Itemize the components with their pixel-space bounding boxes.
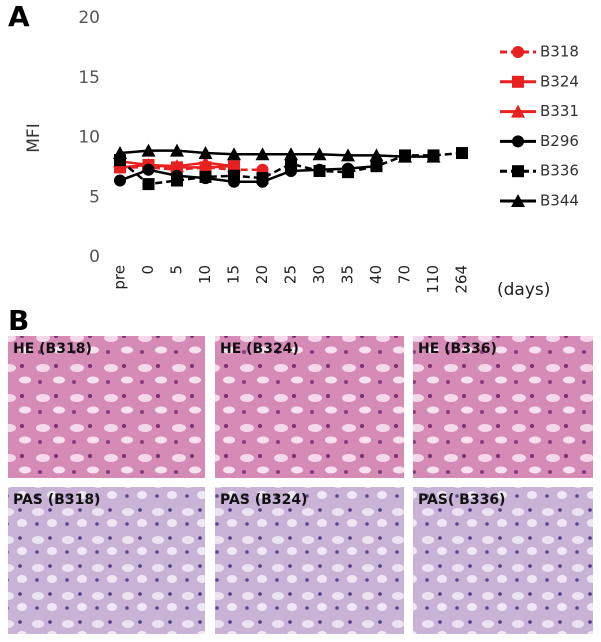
- marker: [170, 159, 184, 173]
- marker: [199, 170, 212, 183]
- marker: [456, 147, 468, 160]
- legend-label: B296: [540, 132, 579, 150]
- legend-marker: [512, 165, 524, 178]
- histology-image: [413, 336, 593, 478]
- x-tick-label: 264: [453, 265, 471, 294]
- x-tick-label: 5: [168, 265, 186, 275]
- histology-image: [8, 336, 205, 478]
- x-tick-label: 25: [282, 265, 300, 284]
- marker: [313, 164, 326, 177]
- histology-image: [413, 487, 593, 634]
- image-caption: HE (B336): [418, 341, 497, 357]
- legend-label: B324: [540, 72, 579, 90]
- series-line: [119, 164, 377, 183]
- marker: [369, 148, 384, 162]
- marker: [284, 147, 298, 161]
- marker: [227, 147, 241, 161]
- marker: [114, 174, 126, 187]
- legend-marker: [511, 104, 525, 118]
- y-tick-label: 15: [78, 68, 100, 88]
- marker: [198, 146, 213, 160]
- y-tick-label: 20: [78, 8, 100, 28]
- legend-marker: [511, 194, 525, 207]
- y-tick-label: 5: [89, 187, 100, 207]
- marker: [370, 160, 383, 173]
- panel-label: A: [8, 0, 30, 33]
- histology-image: [8, 487, 205, 634]
- marker: [255, 147, 270, 161]
- image-caption: HE (B324): [220, 341, 299, 357]
- legend-label: B336: [540, 162, 579, 180]
- image-caption: PAS( B336): [418, 492, 505, 508]
- marker: [141, 143, 156, 157]
- legend-label: B318: [540, 43, 579, 61]
- x-tick-label: 0: [139, 265, 157, 275]
- legend-label: B331: [540, 102, 579, 120]
- image-caption: HE (B318): [13, 341, 92, 357]
- x-tick-label: 10: [196, 265, 214, 284]
- x-tick-label: pre: [111, 265, 129, 290]
- x-tick-label: 30: [310, 265, 328, 284]
- legend-marker: [512, 46, 524, 58]
- y-axis-label: MFI: [24, 123, 44, 152]
- marker: [342, 166, 354, 179]
- x-tick-label: 15: [225, 265, 243, 284]
- legend-marker: [512, 75, 524, 88]
- marker: [426, 149, 441, 163]
- x-tick-label: 70: [396, 265, 414, 284]
- y-tick-label: 0: [89, 247, 100, 267]
- y-tick-label: 10: [78, 128, 100, 148]
- x-tick-label: 110: [424, 265, 442, 294]
- marker: [142, 178, 155, 191]
- x-tick-label: 20: [253, 265, 271, 284]
- histology-image: [215, 336, 404, 478]
- marker: [341, 148, 355, 162]
- marker: [170, 143, 184, 157]
- histology-image: [215, 487, 404, 634]
- legend-label: B344: [540, 192, 579, 210]
- marker: [285, 157, 297, 170]
- marker: [256, 172, 269, 185]
- image-caption: PAS (B318): [13, 492, 100, 508]
- marker: [227, 159, 241, 173]
- legend-marker: [512, 135, 524, 148]
- series-line: [119, 149, 434, 158]
- x-tick-label: 40: [367, 265, 385, 284]
- marker: [142, 163, 155, 176]
- x-tick-label: 35: [339, 265, 357, 284]
- marker: [228, 169, 240, 182]
- marker: [398, 149, 412, 163]
- panel-label: B: [8, 304, 29, 337]
- marker: [113, 146, 127, 160]
- image-caption: PAS (B324): [220, 492, 307, 508]
- marker: [312, 147, 327, 161]
- marker: [198, 155, 213, 169]
- x-axis-label: (days): [497, 280, 550, 300]
- marker: [171, 174, 183, 187]
